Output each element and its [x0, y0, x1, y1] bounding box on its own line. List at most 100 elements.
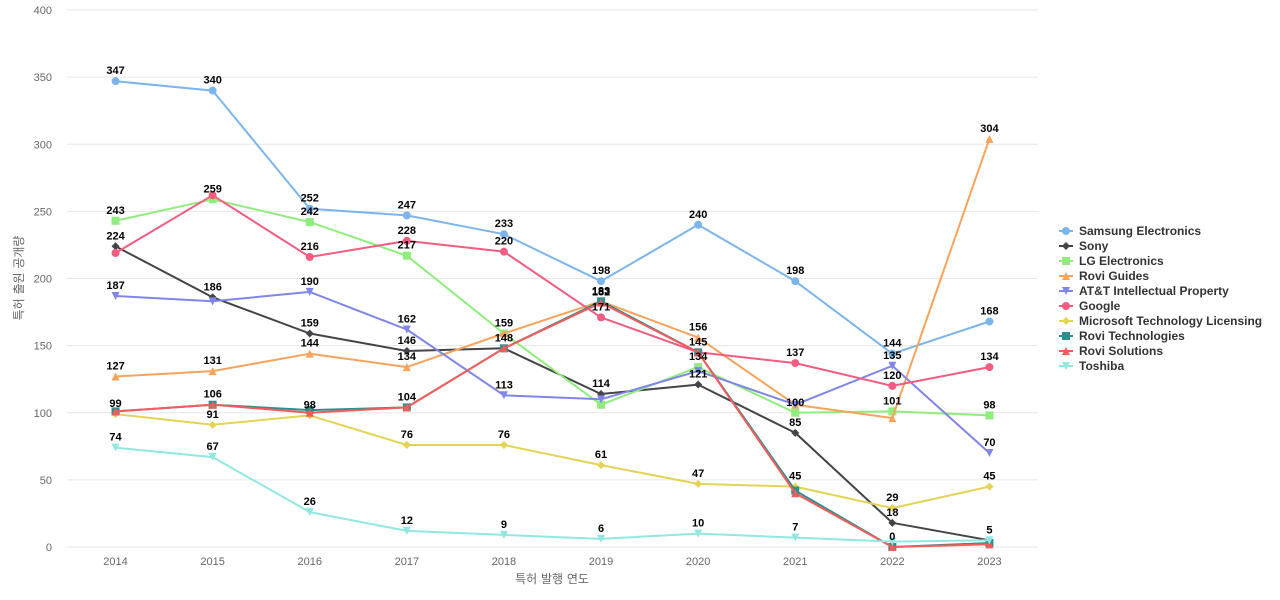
- legend-item-toshiba[interactable]: Toshiba: [1059, 359, 1124, 373]
- data-label: 100: [786, 397, 804, 409]
- series-line-samsung-electronics[interactable]: [115, 80, 990, 355]
- data-point-rovi-solutions: [888, 543, 897, 551]
- data-point-lg-electronics: [985, 411, 994, 420]
- data-label: 242: [301, 206, 319, 218]
- series-google[interactable]: [111, 191, 994, 390]
- series-line-toshiba[interactable]: [115, 446, 990, 543]
- data-label: 7: [792, 522, 798, 534]
- data-point-lg-electronics: [694, 363, 703, 372]
- data-label: 67: [207, 441, 219, 453]
- data-point-rovi-guides: [499, 329, 508, 338]
- series-line-atandt-intellectual-property[interactable]: [115, 290, 991, 454]
- series-line-google[interactable]: [114, 194, 990, 387]
- data-point-rovi-guides: [402, 363, 411, 372]
- data-label: 45: [789, 471, 801, 483]
- data-point-sony: [111, 242, 120, 251]
- x-tick-label: 2022: [880, 556, 904, 568]
- data-label: 144: [883, 338, 902, 350]
- series-line-rovi-technologies[interactable]: [115, 300, 990, 548]
- series-rovi-technologies[interactable]: [111, 297, 994, 551]
- legend-label: Rovi Guides: [1079, 269, 1149, 283]
- data-label: 159: [495, 318, 513, 330]
- data-labels: 347 340 252 247 233 198 240 198 144 168 243 259 242 2…: [106, 65, 999, 543]
- legend-label: Rovi Solutions: [1079, 344, 1163, 358]
- legend-marker: [1062, 227, 1070, 235]
- series-line-microsoft-technology-licensing[interactable]: [115, 413, 990, 510]
- data-label: 101: [883, 395, 901, 407]
- data-point-google: [111, 248, 120, 257]
- data-label: 187: [106, 280, 124, 292]
- legend-item-atandt-intellectual-property[interactable]: AT&T Intellectual Property: [1059, 284, 1229, 298]
- data-point-sony: [888, 518, 897, 527]
- data-point-toshiba: [402, 526, 411, 535]
- data-point-atandt-intellectual-property: [402, 325, 411, 334]
- data-label: 26: [304, 496, 316, 508]
- data-label: 91: [207, 409, 219, 421]
- legend-label: LG Electronics: [1079, 254, 1164, 268]
- legend-item-lg-electronics[interactable]: LG Electronics: [1059, 254, 1164, 268]
- series-toshiba[interactable]: [111, 443, 994, 546]
- data-label: 98: [983, 399, 995, 411]
- data-label: 131: [203, 355, 221, 367]
- legend-item-rovi-guides[interactable]: Rovi Guides: [1059, 269, 1149, 283]
- series-atandt-intellectual-property[interactable]: [111, 287, 994, 458]
- legend-item-sony[interactable]: Sony: [1059, 239, 1109, 253]
- gridlines: [67, 9, 1038, 548]
- data-label: 159: [301, 318, 319, 330]
- legend-marker: [1062, 317, 1070, 325]
- series-line-rovi-solutions[interactable]: [115, 301, 990, 548]
- y-tick-label: 150: [34, 341, 52, 353]
- data-point-atandt-intellectual-property: [694, 367, 703, 376]
- x-tick-label: 2014: [103, 556, 127, 568]
- series-rovi-solutions[interactable]: [111, 298, 994, 551]
- data-label: 228: [398, 225, 416, 237]
- x-axis-ticks: 2014 2015 2016 2017 2018 2019 2020 2021 2022 2023: [103, 556, 1001, 568]
- data-label: 340: [203, 75, 221, 87]
- legend-item-rovi-solutions[interactable]: Rovi Solutions: [1059, 344, 1163, 358]
- data-point-lg-electronics: [208, 195, 217, 204]
- data-label: 121: [689, 369, 707, 381]
- data-label: 240: [689, 209, 707, 221]
- data-point-toshiba: [597, 534, 606, 543]
- series-line-lg-electronics[interactable]: [115, 198, 990, 417]
- data-label: 74: [109, 432, 122, 444]
- data-point-samsung-electronics: [985, 317, 994, 326]
- data-point-microsoft-technology-licensing: [208, 420, 217, 429]
- data-point-rovi-solutions: [985, 540, 994, 549]
- data-label: 146: [398, 335, 416, 347]
- data-label: 144: [301, 338, 320, 350]
- data-label: 156: [689, 322, 707, 334]
- data-label: 198: [786, 265, 804, 277]
- data-label: 104: [398, 391, 417, 403]
- data-point-microsoft-technology-licensing: [694, 479, 703, 488]
- legend-item-samsung-electronics[interactable]: Samsung Electronics: [1059, 224, 1201, 238]
- data-point-samsung-electronics: [597, 277, 606, 286]
- y-tick-label: 300: [34, 139, 52, 151]
- data-point-samsung-electronics: [499, 230, 508, 239]
- data-point-atandt-intellectual-property: [111, 291, 120, 300]
- data-point-toshiba: [305, 508, 314, 517]
- series-sony[interactable]: [111, 242, 994, 545]
- series-microsoft-technology-licensing[interactable]: [111, 410, 994, 513]
- data-label: 76: [498, 429, 510, 441]
- series-samsung-electronics[interactable]: [111, 77, 994, 358]
- data-label: 198: [592, 265, 610, 277]
- data-label: 216: [301, 241, 319, 253]
- data-point-rovi-solutions: [305, 408, 314, 417]
- series-lg-electronics[interactable]: [111, 195, 994, 420]
- legend-item-microsoft-technology-licensing[interactable]: Microsoft Technology Licensing: [1059, 314, 1262, 328]
- data-point-atandt-intellectual-property: [208, 297, 217, 306]
- data-point-rovi-guides: [985, 134, 994, 143]
- data-point-microsoft-technology-licensing: [985, 482, 994, 491]
- series-line-sony[interactable]: [115, 245, 990, 542]
- legend-item-rovi-technologies[interactable]: Rovi Technologies: [1059, 329, 1185, 343]
- data-label: 186: [203, 281, 221, 293]
- data-label: 134: [980, 351, 999, 363]
- series-line-rovi-guides[interactable]: [115, 138, 991, 420]
- legend-item-google[interactable]: Google: [1059, 299, 1121, 313]
- data-label: 99: [109, 398, 121, 410]
- legend-marker: [1062, 302, 1070, 310]
- x-tick-label: 2015: [200, 556, 224, 568]
- data-point-microsoft-technology-licensing: [499, 440, 508, 449]
